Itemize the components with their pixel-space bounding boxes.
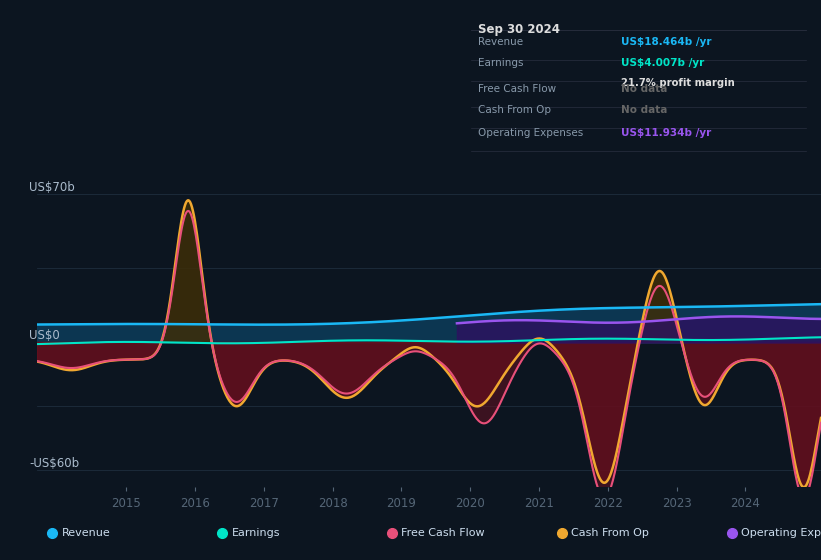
Text: No data: No data [621,84,667,94]
Text: Cash From Op: Cash From Op [571,529,649,538]
Text: US$11.934b /yr: US$11.934b /yr [621,128,711,138]
Text: Operating Expenses: Operating Expenses [478,128,583,138]
Text: Earnings: Earnings [232,529,280,538]
Text: Free Cash Flow: Free Cash Flow [401,529,485,538]
Text: Earnings: Earnings [478,58,523,68]
Text: US$4.007b /yr: US$4.007b /yr [621,58,704,68]
Text: Operating Expenses: Operating Expenses [741,529,821,538]
Text: Revenue: Revenue [478,37,523,47]
Text: Revenue: Revenue [62,529,110,538]
Text: US$70b: US$70b [29,180,75,194]
Text: US$18.464b /yr: US$18.464b /yr [621,37,711,47]
Text: Free Cash Flow: Free Cash Flow [478,84,556,94]
Text: -US$60b: -US$60b [29,457,80,470]
Text: US$0: US$0 [29,329,60,343]
Text: No data: No data [621,105,667,115]
Text: Sep 30 2024: Sep 30 2024 [478,22,560,36]
Text: Cash From Op: Cash From Op [478,105,551,115]
Text: 21.7% profit margin: 21.7% profit margin [621,78,735,88]
